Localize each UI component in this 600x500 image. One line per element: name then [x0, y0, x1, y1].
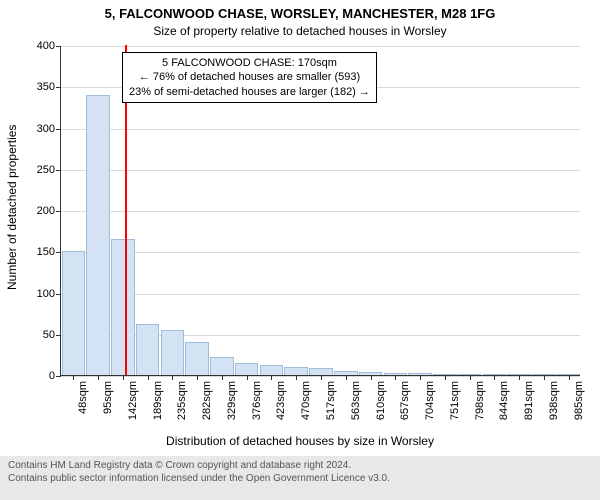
annotation-line-3: 23% of semi-detached houses are larger (… — [129, 85, 370, 99]
ytick-label: 300 — [37, 123, 61, 135]
ytick-label: 0 — [49, 370, 61, 382]
xtick-mark — [494, 375, 495, 380]
xtick-mark — [73, 375, 74, 380]
xtick-label: 470sqm — [300, 381, 312, 420]
footer: Contains HM Land Registry data © Crown c… — [0, 456, 600, 500]
xtick-mark — [172, 375, 173, 380]
xtick-label: 517sqm — [325, 381, 337, 420]
bar — [235, 363, 259, 375]
gridline — [61, 170, 580, 171]
annotation-box: 5 FALCONWOOD CHASE: 170sqm ← 76% of deta… — [122, 52, 377, 103]
gridline — [61, 46, 580, 47]
xtick-label: 704sqm — [424, 381, 436, 420]
xtick-label: 563sqm — [350, 381, 362, 420]
xtick-label: 95sqm — [102, 381, 114, 414]
xtick-label: 891sqm — [523, 381, 535, 420]
xtick-mark — [420, 375, 421, 380]
annotation-line-1: 5 FALCONWOOD CHASE: 170sqm — [129, 56, 370, 70]
xtick-mark — [470, 375, 471, 380]
chart-title: 5, FALCONWOOD CHASE, WORSLEY, MANCHESTER… — [0, 6, 600, 21]
xtick-mark — [371, 375, 372, 380]
ytick-label: 50 — [43, 329, 61, 341]
bar — [284, 367, 308, 375]
xtick-label: 329sqm — [226, 381, 238, 420]
xtick-mark — [123, 375, 124, 380]
footer-line-1: Contains HM Land Registry data © Crown c… — [8, 460, 592, 473]
bar — [161, 330, 185, 375]
xtick-mark — [321, 375, 322, 380]
bar — [309, 368, 333, 375]
xtick-label: 142sqm — [127, 381, 139, 420]
xtick-mark — [445, 375, 446, 380]
xtick-label: 423sqm — [275, 381, 287, 420]
bar — [86, 95, 110, 376]
gridline — [61, 211, 580, 212]
xtick-label: 844sqm — [498, 381, 510, 420]
xtick-label: 376sqm — [251, 381, 263, 420]
xtick-label: 610sqm — [375, 381, 387, 420]
gridline — [61, 252, 580, 253]
ytick-label: 250 — [37, 164, 61, 176]
ytick-label: 100 — [37, 288, 61, 300]
bar — [136, 324, 160, 375]
gridline — [61, 294, 580, 295]
xtick-mark — [247, 375, 248, 380]
bar — [62, 251, 86, 375]
xtick-label: 48sqm — [77, 381, 89, 414]
xtick-label: 751sqm — [449, 381, 461, 420]
xtick-label: 985sqm — [573, 381, 585, 420]
chart-subtitle: Size of property relative to detached ho… — [0, 24, 600, 38]
xtick-mark — [98, 375, 99, 380]
xtick-mark — [148, 375, 149, 380]
ytick-label: 200 — [37, 205, 61, 217]
xtick-label: 282sqm — [201, 381, 213, 420]
chart-container: 5, FALCONWOOD CHASE, WORSLEY, MANCHESTER… — [0, 0, 600, 500]
annotation-line-2: ← 76% of detached houses are smaller (59… — [129, 70, 370, 84]
gridline — [61, 129, 580, 130]
ytick-label: 350 — [37, 81, 61, 93]
ytick-label: 150 — [37, 246, 61, 258]
xtick-label: 235sqm — [176, 381, 188, 420]
xtick-mark — [197, 375, 198, 380]
bar — [185, 342, 209, 375]
ytick-label: 400 — [37, 40, 61, 52]
xtick-mark — [395, 375, 396, 380]
footer-line-2: Contains public sector information licen… — [8, 473, 592, 486]
x-axis-label: Distribution of detached houses by size … — [0, 434, 600, 448]
xtick-mark — [544, 375, 545, 380]
xtick-label: 657sqm — [399, 381, 411, 420]
bar — [210, 357, 234, 375]
xtick-mark — [222, 375, 223, 380]
xtick-label: 189sqm — [152, 381, 164, 420]
xtick-mark — [296, 375, 297, 380]
xtick-mark — [519, 375, 520, 380]
xtick-label: 938sqm — [548, 381, 560, 420]
y-axis-label: Number of detached properties — [5, 130, 19, 290]
xtick-mark — [271, 375, 272, 380]
xtick-label: 798sqm — [474, 381, 486, 420]
xtick-mark — [346, 375, 347, 380]
bar — [260, 365, 284, 375]
bar — [111, 239, 135, 375]
xtick-mark — [569, 375, 570, 380]
